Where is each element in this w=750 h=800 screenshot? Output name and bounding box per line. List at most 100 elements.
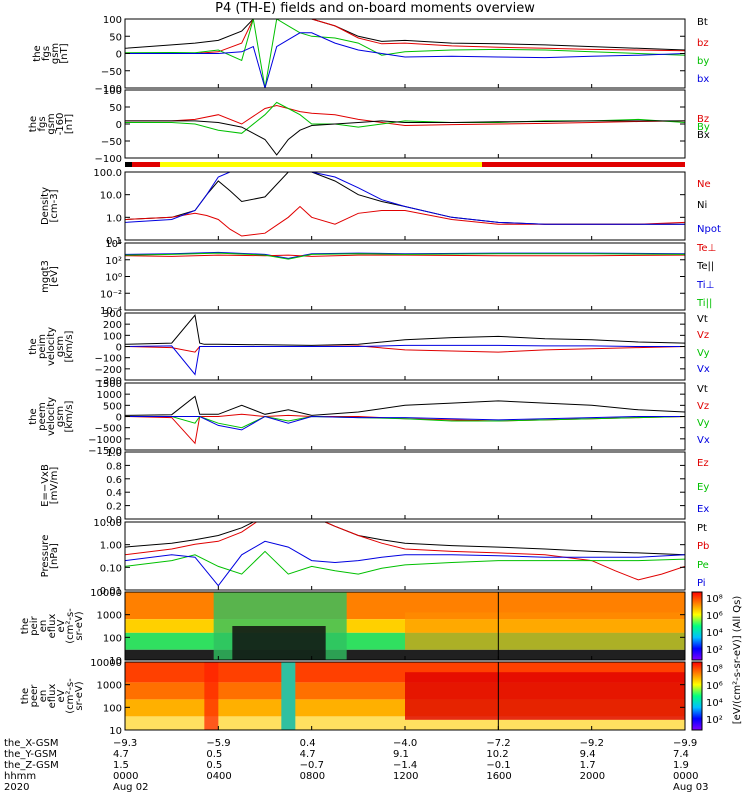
- ytick-label: −50: [101, 137, 122, 148]
- ytick-label: 1000: [97, 390, 122, 401]
- legend-Ne: Ne: [697, 179, 711, 190]
- series-line-bz: [125, 19, 685, 55]
- colorbar-tick: 10⁸: [706, 664, 723, 675]
- legend-Vx: Vx: [697, 435, 710, 446]
- ytick-label: 0.2: [106, 502, 122, 513]
- legend-Vt: Vt: [697, 314, 708, 325]
- series-group-peim-velocity: [125, 314, 685, 376]
- ylabel-line: [nT]: [59, 43, 70, 63]
- series-line-Pb: [125, 522, 685, 581]
- ytick-label: 1500: [97, 379, 122, 390]
- ytick-label: 0.1: [106, 236, 122, 247]
- series-line-Ti||: [125, 252, 685, 260]
- series-line-Bx: [125, 120, 685, 156]
- legend-Ni: Ni: [697, 200, 707, 211]
- xaxis-value: 7.4: [673, 749, 689, 760]
- spectrogram-band: [125, 649, 685, 660]
- xaxis-value: −9.3: [113, 738, 137, 749]
- ytick-label: −100: [95, 154, 122, 165]
- ytick-label: 50: [109, 103, 122, 114]
- spectrogram-band: [125, 716, 685, 730]
- legend-by: by: [697, 56, 709, 67]
- ytick-label: 100: [103, 15, 122, 26]
- ylabel-line: eflux: [47, 614, 58, 639]
- legend-Ey: Ey: [697, 482, 709, 493]
- ytick-label: −300: [95, 376, 122, 387]
- ylabel-line: [mV/m]: [49, 467, 60, 505]
- xaxis-row-label: hhmm: [4, 771, 36, 782]
- colorbar: [691, 661, 703, 731]
- ytick-label: 10000: [90, 658, 122, 669]
- ylabel-line: -160: [55, 113, 66, 136]
- ylabel-line: gsm: [55, 406, 66, 427]
- xaxis-row-label: the_X-GSM: [4, 738, 58, 749]
- ytick-label: 1.0: [106, 448, 122, 459]
- ytick-label: 50: [109, 32, 122, 43]
- ylabel-line: [km/s]: [64, 400, 75, 432]
- xaxis-value: −5.9: [206, 738, 230, 749]
- ylabel-line: (cm²-s-: [65, 678, 76, 714]
- xaxis-value: −9.9: [673, 738, 697, 749]
- ylabel-line: en: [38, 620, 49, 633]
- ylabel-line: gsm: [55, 336, 66, 357]
- ylabel-line: [km/s]: [64, 330, 75, 362]
- ytick-label: 0: [116, 120, 122, 131]
- spectrogram-9: [125, 662, 685, 730]
- xaxis-value: −0.7: [300, 760, 324, 771]
- spectrogram-region: [405, 672, 685, 720]
- legend-Ti||: Ti||: [696, 298, 712, 309]
- legend-Ti⊥: Ti⊥: [696, 280, 714, 291]
- colorbar-tick: 10⁴: [706, 698, 723, 709]
- xaxis-value: 0000: [673, 771, 698, 782]
- ylabel-line: eflux: [47, 684, 58, 709]
- xaxis-value: 1.9: [673, 760, 689, 771]
- series-line-Pi: [125, 540, 685, 587]
- ylabel-line: peir: [29, 615, 40, 635]
- ytick-label: −1000: [88, 435, 122, 446]
- legend-bx: bx: [697, 74, 709, 85]
- series-group-fgs-gsm: [125, 19, 685, 88]
- ylabel-line: peim: [37, 334, 48, 359]
- ylabel-line: sr-eV): [74, 681, 85, 710]
- legend-Te⊥: Te⊥: [696, 243, 716, 254]
- ytick-label: 0.4: [106, 488, 122, 499]
- ytick-label: 10²: [105, 256, 122, 267]
- ytick-label: 0.10: [100, 563, 122, 574]
- ytick-label: 10⁰: [105, 273, 122, 284]
- ylabel-line: eV: [56, 619, 67, 632]
- ylabel-line: the: [20, 618, 31, 634]
- ytick-label: 1000: [97, 681, 122, 692]
- ytick-label: 10: [109, 726, 122, 737]
- ytick-label: 100: [103, 703, 122, 714]
- ylabel-line: fgs: [41, 46, 52, 61]
- ytick-label: 10000: [90, 588, 122, 599]
- xaxis-value: Aug 03: [673, 782, 708, 793]
- legend-Vy: Vy: [697, 418, 710, 429]
- legend-Pe: Pe: [697, 560, 709, 571]
- mode-bar-segment: [482, 162, 685, 167]
- ylabel-line: the: [32, 45, 43, 61]
- legend-Vx: Vx: [697, 364, 710, 375]
- xaxis-row-label: 2020: [4, 782, 29, 793]
- xaxis-value: 10.2: [486, 749, 508, 760]
- legend-Bt: Bt: [697, 17, 708, 28]
- series-line-By: [125, 101, 685, 134]
- ylabel-line: en: [38, 690, 49, 703]
- xaxis-value: −4.0: [393, 738, 417, 749]
- xaxis-value: 1.5: [113, 760, 129, 771]
- xaxis-value: 0.5: [206, 749, 222, 760]
- ytick-label: 1.00: [100, 541, 122, 552]
- series-line-Vt: [125, 395, 685, 416]
- xaxis-value: 1.7: [580, 760, 596, 771]
- ytick-label: −50: [101, 67, 122, 78]
- colorbar-tick: 10²: [706, 715, 723, 726]
- legend-Npot: Npot: [697, 224, 721, 235]
- ytick-label: 10.00: [93, 518, 122, 529]
- ylabel-line: [eV]: [49, 266, 60, 287]
- ylabel-line: velocity: [46, 327, 57, 366]
- spectrogram-region: [232, 626, 326, 660]
- ytick-label: 200: [103, 320, 122, 331]
- ylabel-line: the: [28, 116, 39, 132]
- ytick-label: 10: [109, 656, 122, 667]
